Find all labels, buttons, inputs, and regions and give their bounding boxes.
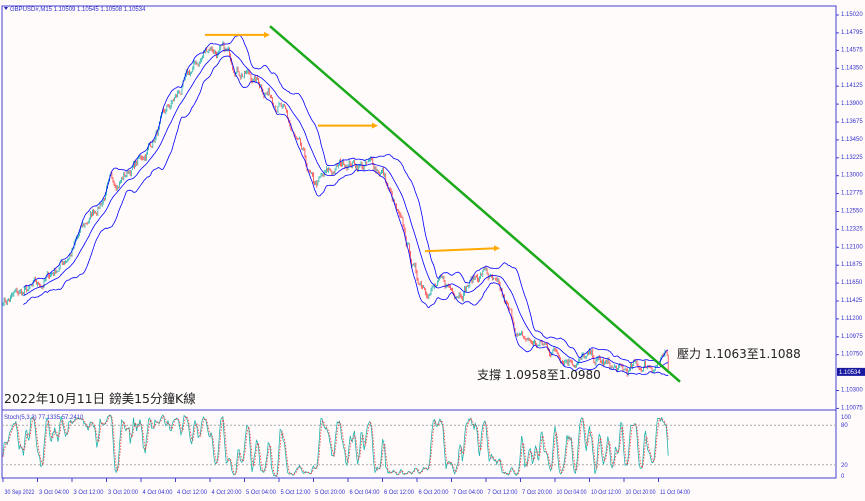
x-tick-label: 4 Oct 04:00: [143, 490, 174, 496]
x-tick-label: 6 Oct 12:00: [384, 490, 415, 496]
stoch-tick-label: 80: [841, 423, 848, 429]
y-tick-label: 1.12100: [841, 244, 863, 250]
x-tick-label: 30 Sep 2022: [5, 490, 36, 496]
x-tick-label: 7 Oct 12:00: [488, 490, 519, 496]
y-tick-label: 1.13000: [841, 173, 863, 179]
x-tick-label: 3 Oct 04:00: [39, 490, 70, 496]
y-tick-label: 1.11650: [841, 280, 863, 286]
y-tick-label: 1.10975: [841, 334, 863, 340]
resistance-annotation: 壓力 1.1063至1.1088: [677, 347, 801, 361]
x-tick-label: 4 Oct 12:00: [177, 490, 208, 496]
current-price-box: [837, 367, 865, 376]
x-tick-label: 5 Oct 12:00: [281, 490, 312, 496]
x-tick-label: 4 Oct 20:00: [212, 490, 243, 496]
x-tick-label: 10 Oct 12:00: [591, 490, 622, 496]
x-tick-label: 11 Oct 04:00: [660, 490, 691, 496]
resistance-trendline: [269, 25, 681, 383]
arrow-head-icon: [264, 31, 270, 38]
x-tick-label: 7 Oct 20:00: [522, 490, 553, 496]
x-tick-label: 6 Oct 20:00: [419, 490, 450, 496]
orange-arrow: [424, 247, 497, 253]
x-tick-label: 6 Oct 04:00: [350, 490, 381, 496]
y-tick-label: 1.10750: [841, 352, 863, 358]
bollinger-upper: [23, 35, 669, 364]
chart-title-annotation: 2022年10月11日 鎊美15分鐘K線: [4, 391, 196, 406]
bollinger-lower: [23, 55, 669, 377]
y-tick-label: 1.13900: [841, 101, 863, 107]
y-tick-label: 1.13675: [841, 119, 863, 125]
current-price-label: 1.10534: [839, 370, 861, 376]
y-tick-label: 1.10075: [841, 405, 863, 411]
y-tick-label: 1.11425: [841, 298, 863, 304]
y-tick-label: 1.12325: [841, 226, 863, 232]
y-tick-label: 1.15020: [841, 12, 863, 18]
stoch-tick-label: 0: [841, 474, 845, 480]
plot-frame: [1, 5, 837, 479]
y-tick-label: 1.11200: [841, 316, 863, 322]
stoch-tick-label: 20: [841, 463, 848, 469]
y-tick-label: 1.11875: [841, 262, 863, 268]
x-tick-label: 5 Oct 04:00: [246, 490, 277, 496]
x-tick-label: 3 Oct 20:00: [108, 490, 139, 496]
x-tick-label: 10 Oct 04:00: [557, 490, 588, 496]
arrow-head-icon: [372, 122, 378, 129]
y-tick-label: 1.14795: [841, 30, 863, 36]
support-annotation: 支撐 1.0958至1.0980: [477, 368, 601, 382]
collapse-triangle-icon: [4, 7, 8, 10]
y-tick-label: 1.13450: [841, 137, 863, 143]
stoch-signal-line: [2, 415, 669, 477]
stoch-main-line: [2, 414, 669, 478]
bollinger-middle: [23, 49, 669, 369]
y-tick-label: 1.14575: [841, 47, 863, 53]
y-tick-label: 1.12550: [841, 209, 863, 215]
stoch-label: Stoch(5,3,3) 77.1335 57.2410: [4, 415, 84, 421]
y-tick-label: 1.14350: [841, 65, 863, 71]
y-tick-label: 1.14125: [841, 83, 863, 89]
symbol-header: GBPUSD#,M15 1.10509 1.10545 1.10508 1.10…: [10, 7, 146, 13]
y-tick-label: 1.12775: [841, 191, 863, 197]
arrow-head-icon: [494, 245, 500, 252]
x-tick-label: 10 Oct 20:00: [626, 490, 657, 496]
y-tick-label: 1.10300: [841, 388, 863, 394]
x-tick-label: 3 Oct 12:00: [74, 490, 105, 496]
x-tick-label: 7 Oct 04:00: [453, 490, 484, 496]
x-tick-label: 5 Oct 20:00: [315, 490, 346, 496]
y-tick-label: 1.13225: [841, 155, 863, 161]
stoch-tick-label: 100: [841, 415, 852, 421]
